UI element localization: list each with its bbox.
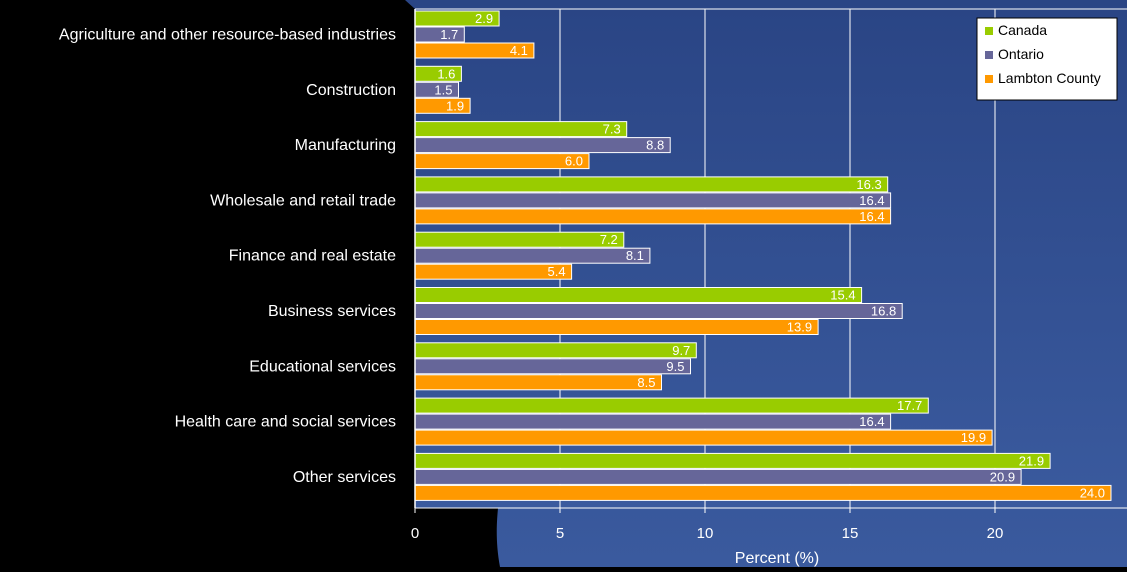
bar-canada-7 — [414, 397, 929, 414]
bar-lambton-county-3 — [414, 208, 892, 225]
bar-ontario-7 — [414, 413, 892, 430]
value-label: 7.2 — [600, 232, 618, 247]
category-label: Educational services — [249, 358, 396, 375]
value-label: 8.1 — [626, 248, 644, 263]
x-tick-label: 15 — [842, 525, 859, 542]
category-label: Construction — [306, 82, 396, 99]
bars: 2.91.74.11.61.51.97.38.86.016.316.416.47… — [414, 10, 1112, 501]
bar-lambton-county-2 — [414, 153, 590, 170]
value-label: 16.3 — [856, 177, 881, 192]
value-label: 4.1 — [510, 43, 528, 58]
value-label: 5.4 — [548, 264, 566, 279]
value-label: 9.7 — [672, 343, 690, 358]
legend: Canada Ontario Lambton County — [976, 17, 1118, 101]
category-label: Health care and social services — [175, 414, 396, 431]
value-label: 15.4 — [830, 288, 855, 303]
value-label: 16.4 — [859, 209, 884, 224]
bar-ontario-5 — [414, 303, 903, 319]
legend-box — [976, 17, 1118, 101]
bar-canada-6 — [414, 342, 697, 359]
bar-ontario-2 — [414, 137, 671, 154]
value-label: 19.9 — [961, 430, 986, 445]
bar-lambton-county-5 — [414, 319, 819, 335]
bar-ontario-4 — [414, 247, 651, 264]
bar-canada-4 — [414, 231, 625, 248]
legend-swatch — [985, 51, 993, 59]
bar-ontario-3 — [414, 192, 892, 209]
bar-ontario-6 — [414, 358, 691, 375]
x-tick-label: 5 — [556, 525, 564, 542]
value-label: 9.5 — [666, 359, 684, 374]
bar-lambton-county-6 — [414, 374, 662, 391]
value-label: 1.5 — [434, 82, 452, 97]
value-label: 20.9 — [990, 469, 1015, 484]
value-label: 8.8 — [646, 138, 664, 153]
bar-ontario-8 — [414, 468, 1022, 485]
x-axis: 0 5 10 15 20 Percent (%) — [411, 9, 1127, 567]
value-label: 7.3 — [603, 122, 621, 137]
value-label: 24.0 — [1080, 485, 1105, 500]
value-label: 1.7 — [440, 27, 458, 42]
legend-label: Lambton County — [998, 70, 1101, 86]
value-label: 13.9 — [787, 320, 812, 335]
value-label: 16.4 — [859, 193, 884, 208]
value-label: 1.6 — [437, 66, 455, 81]
bar-canada-3 — [414, 176, 889, 193]
value-label: 6.0 — [565, 154, 583, 169]
x-tick-label: 20 — [987, 525, 1004, 542]
legend-label: Ontario — [998, 46, 1044, 62]
bar-lambton-county-7 — [414, 429, 993, 446]
value-label: 16.8 — [871, 304, 896, 319]
bar-lambton-county-8 — [414, 484, 1112, 501]
value-label: 16.4 — [859, 414, 884, 429]
category-label: Wholesale and retail trade — [210, 192, 396, 209]
category-label: Business services — [268, 303, 396, 320]
bar-canada-2 — [414, 121, 628, 138]
x-tick-label: 0 — [411, 525, 419, 542]
x-tick-label: 10 — [697, 525, 714, 542]
bar-canada-8 — [414, 452, 1051, 469]
category-labels: Agriculture and other resource-based ind… — [59, 27, 396, 486]
category-label: Other services — [293, 469, 396, 486]
legend-swatch — [985, 75, 993, 83]
value-label: 1.9 — [446, 98, 464, 113]
category-label: Manufacturing — [295, 137, 396, 154]
category-label: Agriculture and other resource-based ind… — [59, 27, 396, 44]
legend-label: Canada — [998, 22, 1047, 38]
x-axis-title: Percent (%) — [735, 550, 819, 567]
value-label: 8.5 — [637, 375, 655, 390]
legend-swatch — [985, 27, 993, 35]
value-label: 21.9 — [1019, 453, 1044, 468]
value-label: 2.9 — [475, 11, 493, 26]
value-label: 17.7 — [897, 398, 922, 413]
bar-canada-5 — [414, 287, 863, 303]
category-label: Finance and real estate — [229, 248, 396, 265]
